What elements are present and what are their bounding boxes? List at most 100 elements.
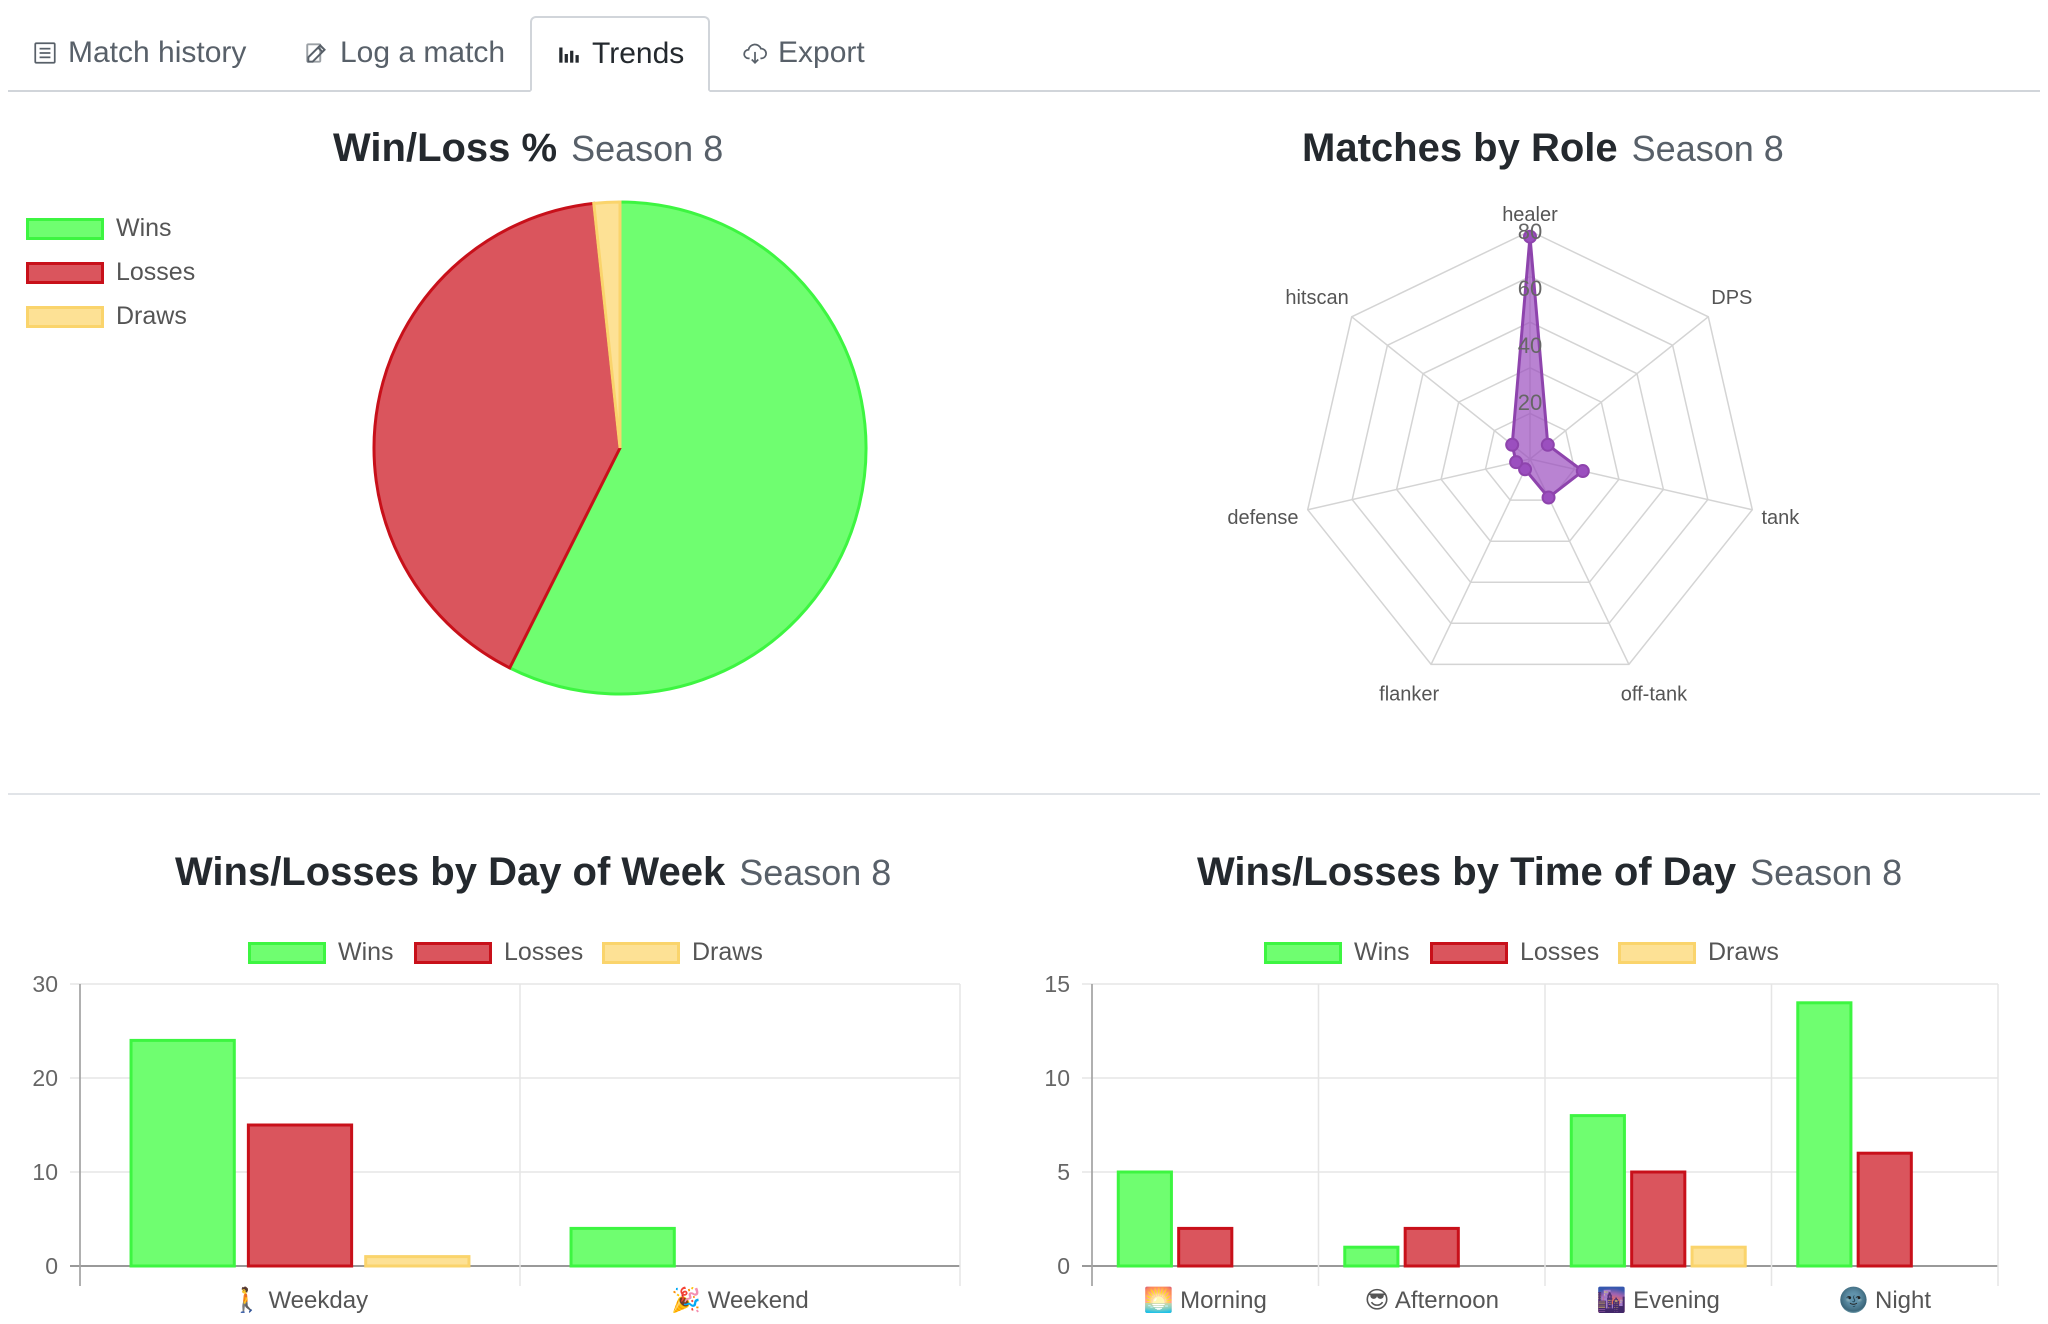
y-tick-label: 5	[1057, 1159, 1070, 1185]
radar-tick-label: 40	[1518, 333, 1542, 358]
radar-axis-label-off-tank: off-tank	[1621, 683, 1688, 705]
radar-spoke	[1430, 458, 1531, 665]
bar-draws-0	[364, 1255, 471, 1268]
radar-axis-label-defense: defense	[1227, 507, 1298, 529]
radar-axis-label-dps: DPS	[1711, 287, 1752, 309]
winloss-title: Win/Loss % Season 8	[333, 126, 724, 170]
losses-swatch	[414, 941, 492, 964]
draws-swatch	[1618, 941, 1696, 964]
y-tick-label: 15	[1044, 971, 1070, 997]
bar-losses-2	[1630, 1170, 1687, 1268]
radar-point-flanker	[1518, 462, 1533, 477]
x-tick-label: 😎 Afternoon	[1365, 1287, 1499, 1314]
tab-label: Trends	[592, 37, 685, 70]
day-bar-chart: 0 10 20 30 🚶 Weekday 🎉 Weekend	[32, 971, 961, 1314]
y-tick-label: 10	[32, 1159, 58, 1185]
tab-export[interactable]: Export	[718, 16, 889, 90]
radar-point-dps	[1540, 437, 1555, 452]
day-title: Wins/Losses by Day of Week Season 8	[175, 850, 892, 894]
time-title: Wins/Losses by Time of Day Season 8	[1197, 850, 1903, 894]
pie-slice-wins	[507, 200, 868, 696]
radar-spoke	[1351, 316, 1531, 460]
y-tick-label: 0	[45, 1253, 58, 1279]
pie-slice-draws	[592, 200, 622, 449]
bar-draws-2	[1690, 1245, 1747, 1268]
draws-swatch	[26, 305, 104, 328]
radar-point-off-tank	[1541, 490, 1556, 505]
radar-point-healer	[1523, 229, 1537, 244]
radar-gridline	[1351, 275, 1709, 625]
radar-gridline	[1395, 321, 1665, 584]
radar-point-tank	[1575, 464, 1590, 479]
tab-trends[interactable]: Trends	[530, 16, 711, 92]
draws-swatch	[602, 941, 680, 964]
legend-draws[interactable]: Draws	[602, 938, 763, 967]
radar-gridline	[1484, 412, 1576, 501]
radar-point-defense	[1509, 455, 1524, 470]
wins-swatch	[1264, 941, 1342, 964]
legend-draws[interactable]: Draws	[26, 302, 187, 331]
cloud-download-icon	[743, 43, 767, 64]
tab-match-history[interactable]: Match history	[8, 16, 270, 90]
y-tick-label: 30	[32, 971, 58, 997]
legend-wins[interactable]: Wins	[248, 938, 394, 967]
tab-label: Export	[778, 36, 865, 69]
radar-axis-label-tank: tank	[1761, 507, 1800, 529]
tab-label: Match history	[68, 36, 247, 69]
legend-losses[interactable]: Losses	[26, 258, 195, 287]
season-label: Season 8	[1631, 128, 1784, 169]
y-tick-label: 0	[1057, 1253, 1070, 1279]
radar-axis-label-hitscan: hitscan	[1285, 287, 1348, 309]
legend-losses[interactable]: Losses	[1430, 938, 1599, 967]
bar-wins-1	[1343, 1245, 1400, 1268]
edit-icon	[306, 43, 326, 63]
bar-losses-3	[1856, 1151, 1913, 1268]
radar-tick-label: 60	[1518, 276, 1542, 301]
bar-chart-icon	[559, 47, 579, 63]
x-tick-label: 🌆 Evening	[1597, 1286, 1720, 1314]
bar-wins-3	[1796, 1001, 1853, 1268]
season-label: Season 8	[571, 128, 724, 169]
wins-swatch	[26, 217, 104, 240]
season-label: Season 8	[739, 852, 892, 893]
tab-label: Log a match	[340, 36, 506, 69]
time-bar-chart: 0 5 10 15 🌅 Morning 😎 Afternoon 🌆 Evening 🌚 Nig…	[1044, 971, 1999, 1314]
winloss-pie-chart	[372, 200, 868, 696]
list-icon	[34, 42, 56, 64]
wins-swatch	[248, 941, 326, 964]
bar-wins-0	[129, 1038, 236, 1268]
tab-bar: Match history Log a match Trends Export	[8, 0, 2040, 92]
bar-losses-0	[1177, 1226, 1234, 1268]
legend-losses[interactable]: Losses	[414, 938, 583, 967]
legend-draws[interactable]: Draws	[1618, 938, 1779, 967]
radar-point-hitscan	[1505, 437, 1520, 452]
bar-losses-1	[1403, 1226, 1460, 1268]
radar-tick-label: 80	[1518, 219, 1542, 244]
y-tick-label: 10	[1044, 1065, 1070, 1091]
bar-wins-1	[569, 1226, 676, 1268]
radar-gridline	[1440, 366, 1620, 542]
losses-swatch	[26, 261, 104, 284]
x-tick-label: 🌅 Morning	[1144, 1286, 1267, 1314]
legend-wins[interactable]: Wins	[26, 214, 172, 243]
x-tick-label: 🚶 Weekday	[232, 1286, 368, 1314]
y-tick-label: 20	[32, 1065, 58, 1091]
bar-losses-0	[246, 1123, 354, 1268]
legend-wins[interactable]: Wins	[1264, 938, 1410, 967]
pie-slice-losses	[372, 201, 622, 670]
radar-tick-label: 20	[1518, 390, 1542, 415]
role-title: Matches by Role Season 8	[1302, 126, 1784, 170]
radar-gridline	[1306, 230, 1754, 666]
section-divider	[8, 793, 2040, 795]
losses-swatch	[1430, 941, 1508, 964]
radar-axis-label-healer: healer	[1502, 204, 1558, 226]
radar-spoke	[1307, 458, 1531, 511]
x-tick-label: 🎉 Weekend	[671, 1286, 809, 1314]
radar-axis-label-flanker: flanker	[1379, 683, 1439, 705]
radar-spoke	[1529, 316, 1709, 460]
bar-wins-0	[1116, 1170, 1173, 1268]
x-tick-label: 🌚 Night	[1838, 1286, 1931, 1314]
season-label: Season 8	[1750, 852, 1903, 893]
tab-log-a-match[interactable]: Log a match	[280, 16, 529, 90]
